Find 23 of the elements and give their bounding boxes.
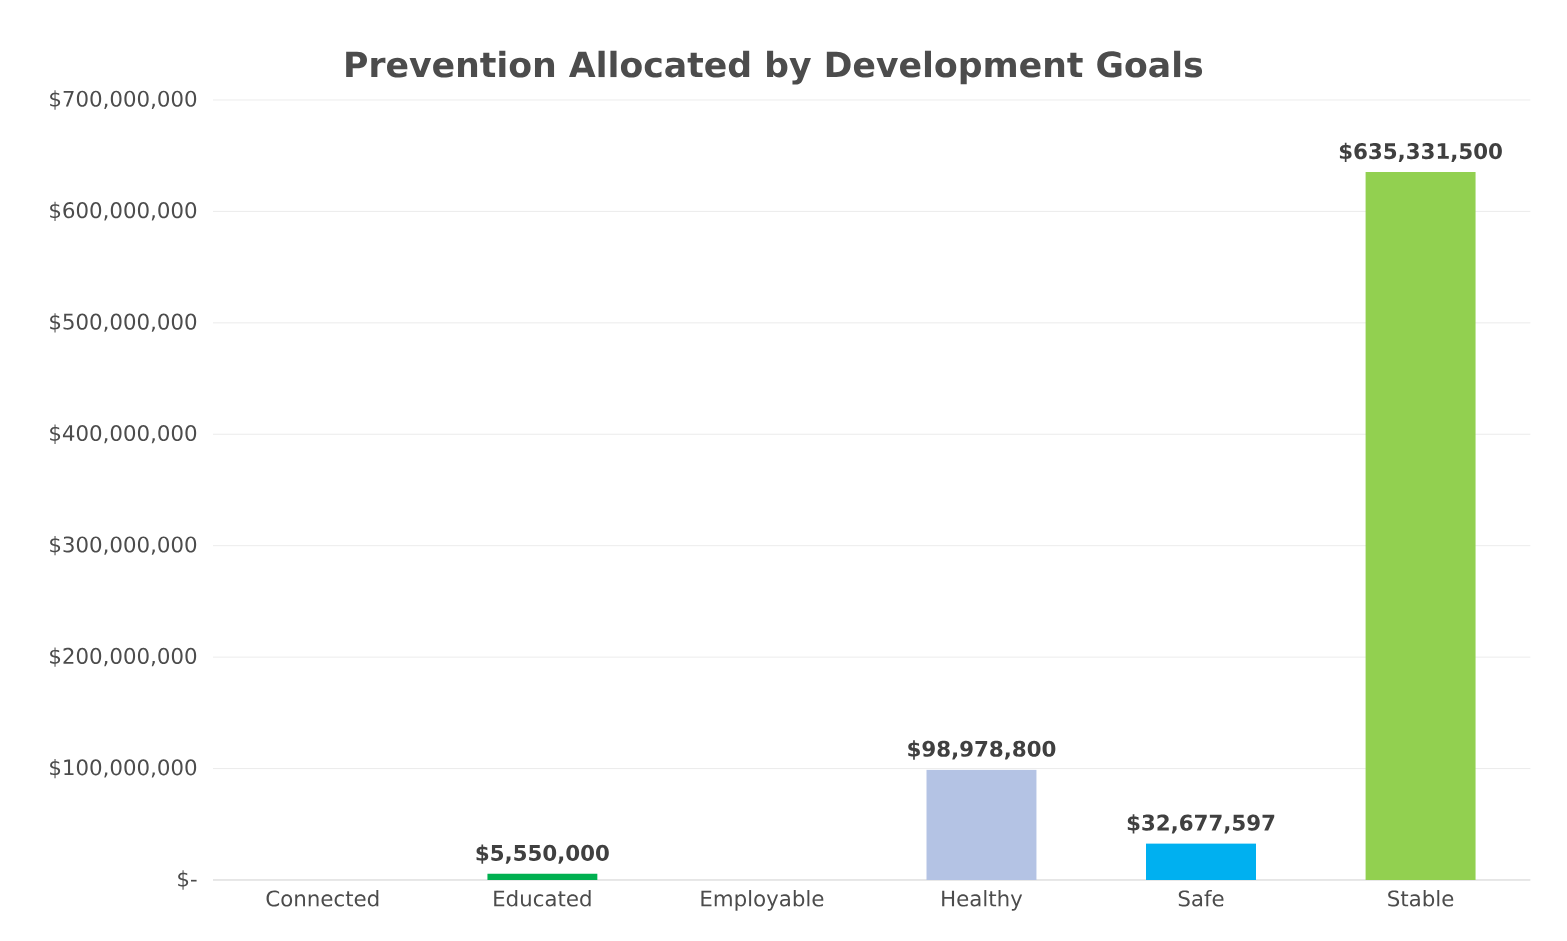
bar <box>1365 172 1476 880</box>
x-tick-label: Educated <box>494 890 591 907</box>
y-tick-label: $- <box>178 870 197 890</box>
y-tick-label: $700,000,000 <box>50 90 197 110</box>
y-tick-label: $100,000,000 <box>50 758 197 779</box>
bar <box>926 769 1037 880</box>
x-tick-label: Healthy <box>942 890 1023 911</box>
bar <box>1146 843 1256 880</box>
y-tick-label: $400,000,000 <box>50 424 197 444</box>
y-tick-label: $200,000,000 <box>50 647 197 667</box>
y-tick-label: $300,000,000 <box>50 536 197 556</box>
x-tick-label: Employable <box>701 890 824 911</box>
x-tick-label: Safe <box>1178 890 1224 907</box>
y-tick-label: $500,000,000 <box>50 313 197 333</box>
x-tick-label: Connected <box>266 890 379 907</box>
data-label: $635,331,500 <box>1339 142 1502 163</box>
data-label: $98,978,800 <box>908 740 1056 760</box>
bar <box>487 873 598 880</box>
x-tick-label: Stable <box>1388 890 1454 907</box>
data-label: $32,677,597 <box>1127 814 1275 834</box>
chart-title: Prevention Allocated by Development Goals <box>346 50 1203 85</box>
data-label: $5,550,000 <box>476 844 609 864</box>
y-tick-label: $600,000,000 <box>50 201 197 222</box>
